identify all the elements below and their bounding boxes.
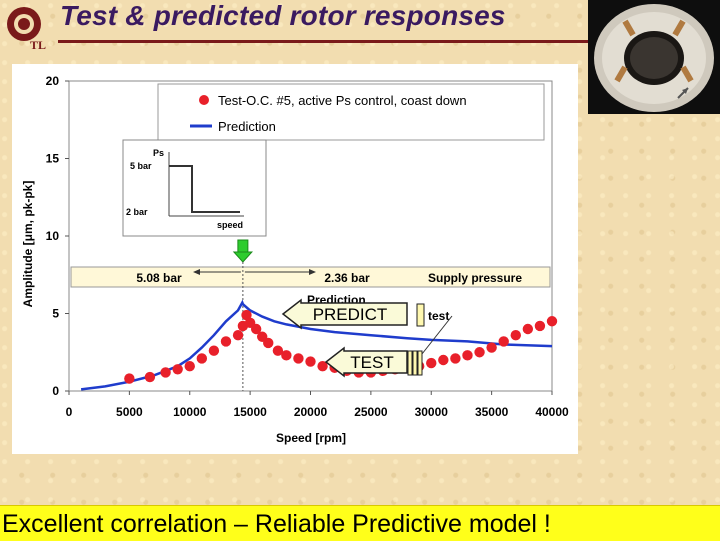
logo-text: TL (30, 38, 46, 52)
y-tick-label: 10 (46, 229, 60, 243)
test-marker (281, 350, 292, 361)
predict-callout-shape (281, 298, 408, 330)
overlay-layer: PREDICT TEST (281, 298, 453, 378)
inset-xlabel: speed (217, 220, 243, 230)
x-tick-label: 25000 (354, 405, 388, 419)
test-tab-2 (412, 350, 418, 376)
annotation-layer: Test-O.C. #5, active Ps control, coast d… (70, 83, 551, 391)
x-axis-label: Speed [rpm] (276, 431, 346, 445)
test-marker (305, 356, 316, 367)
test-marker (293, 353, 304, 364)
predict-callout-label: PREDICT (313, 305, 388, 324)
inset-ylabel: Ps (153, 148, 164, 158)
logo-core (18, 18, 30, 30)
legend-label-test: Test-O.C. #5, active Ps control, coast d… (218, 93, 467, 108)
test-marker (546, 316, 558, 327)
test-marker (250, 323, 262, 335)
axes: 0 5 10 15 20 0 5000 10000 15000 20000 25000 30000 35… (46, 74, 569, 419)
x-tick-label: 35000 (475, 405, 509, 419)
y-tick-label: 15 (46, 152, 60, 166)
test-callout-label: TEST (350, 353, 393, 372)
hidden-test-label: test (428, 309, 449, 323)
x-tick-label: 30000 (415, 405, 449, 419)
test-marker (317, 361, 328, 372)
test-marker (196, 353, 208, 364)
inset-low-label: 2 bar (126, 207, 148, 217)
x-tick-label: 20000 (294, 405, 328, 419)
x-tick-label: 0 (66, 405, 73, 419)
test-marker (534, 320, 546, 332)
slide-title: Test & predicted rotor responses (60, 0, 506, 31)
test-marker (450, 353, 461, 364)
inset-high-label: 5 bar (130, 161, 152, 171)
test-marker (272, 345, 284, 356)
inset-box (122, 139, 267, 237)
x-tick-label: 15000 (233, 405, 267, 419)
test-marker (462, 350, 473, 361)
predict-tab (416, 303, 425, 327)
test-marker (124, 373, 135, 384)
test-tab-3 (417, 350, 423, 376)
response-chart: 0 5 10 15 20 0 5000 10000 15000 20000 25000 30000 35… (12, 64, 578, 454)
x-tick-label: 5000 (116, 405, 143, 419)
footer-banner (0, 505, 720, 541)
left-pressure-label: 5.08 bar (136, 271, 182, 285)
university-logo: TL (7, 7, 46, 52)
legend-marker-test (199, 95, 209, 105)
test-marker (263, 337, 274, 349)
test-marker (474, 347, 485, 358)
test-marker (208, 345, 220, 356)
test-tab-1 (407, 350, 413, 376)
x-tick-label: 40000 (535, 405, 569, 419)
y-axis-label: Amplitude [μm, pk-pk] (21, 181, 35, 308)
test-marker (144, 371, 156, 383)
right-pressure-arrowhead (309, 269, 316, 275)
test-marker (498, 336, 509, 347)
test-marker (438, 354, 449, 366)
legend-box (157, 83, 545, 141)
footer-text: Excellent correlation – Reliable Predict… (2, 510, 551, 538)
test-callout-shape (324, 346, 408, 378)
test-marker (172, 364, 183, 375)
legend-label-prediction: Prediction (218, 119, 276, 134)
x-tick-label: 10000 (173, 405, 207, 419)
test-marker (522, 323, 534, 335)
test-marker (232, 330, 244, 341)
bearing-photo (588, 0, 720, 114)
right-pressure-label: 2.36 bar (324, 271, 370, 285)
test-marker (241, 309, 252, 321)
y-tick-label: 0 (52, 384, 59, 398)
speed-arrow-head (232, 251, 254, 263)
inset-pressure-step (169, 165, 240, 213)
speed-arrow-shaft (237, 239, 249, 253)
test-marker (184, 361, 195, 372)
left-pressure-arrowhead (193, 269, 200, 275)
band-label: Supply pressure (428, 271, 522, 285)
test-pointer-line (421, 315, 453, 355)
test-marker (160, 367, 171, 378)
supply-pressure-band (70, 266, 551, 288)
y-tick-label: 5 (52, 307, 59, 321)
title-underline (58, 40, 588, 43)
test-marker (486, 342, 497, 353)
test-marker (510, 330, 521, 341)
test-marker (426, 357, 437, 369)
y-tick-label: 20 (46, 74, 60, 88)
test-marker (220, 336, 232, 347)
